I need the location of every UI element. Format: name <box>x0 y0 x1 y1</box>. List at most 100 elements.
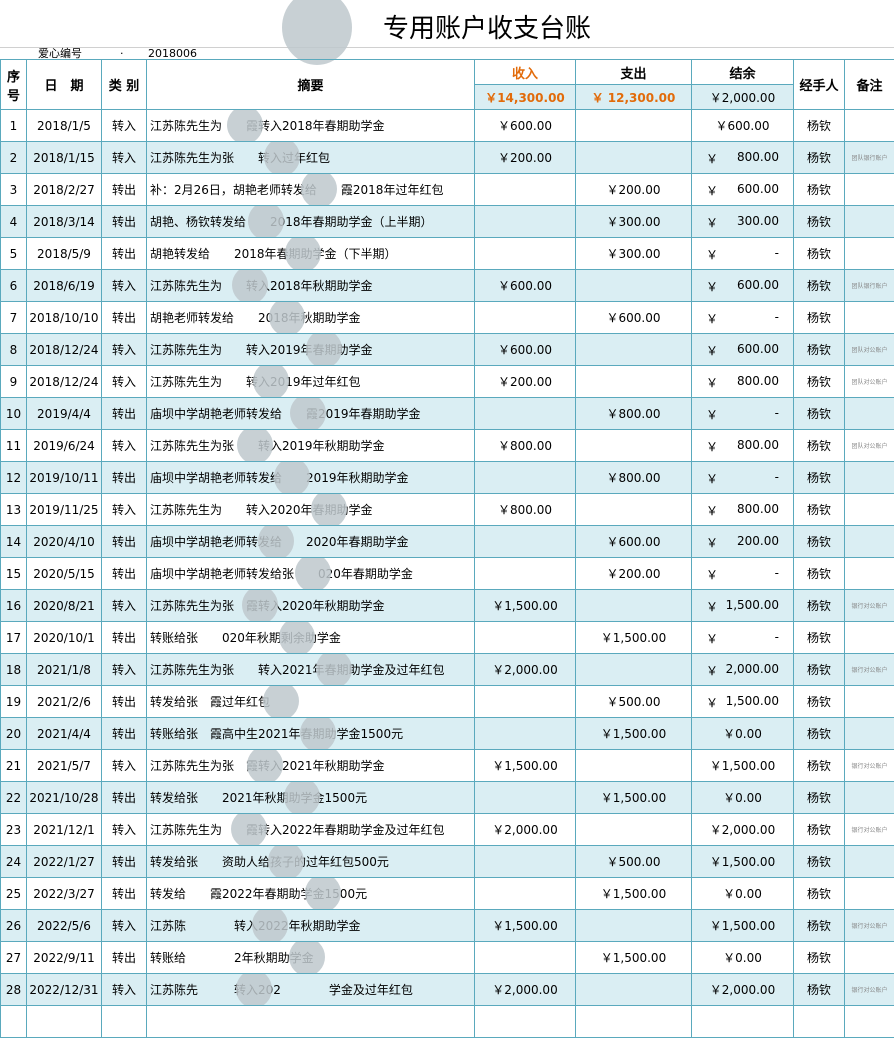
cell-summary[interactable]: 江苏陈先生为 转入2020年春期助学金 <box>146 493 475 526</box>
cell-expense[interactable]: ￥200.00 <box>575 173 692 206</box>
cell-note[interactable] <box>844 621 894 654</box>
cell-no[interactable]: 7 <box>0 301 27 334</box>
cell-income[interactable] <box>474 621 576 654</box>
cell-balance[interactable]: ￥ - <box>691 461 794 494</box>
cell-type[interactable]: 转出 <box>101 237 147 270</box>
cell-balance[interactable]: ￥ - <box>691 557 794 590</box>
cell-handler[interactable]: 杨钦 <box>793 941 845 974</box>
cell-handler[interactable]: 杨钦 <box>793 109 845 142</box>
cell-handler[interactable]: 杨钦 <box>793 269 845 302</box>
cell-balance[interactable]: ￥0.00 <box>691 781 794 814</box>
cell-summary[interactable]: 庙坝中学胡艳老师转发给张 020年春期助学金 <box>146 557 475 590</box>
cell-note[interactable] <box>844 237 894 270</box>
cell-no[interactable]: 13 <box>0 493 27 526</box>
cell-no[interactable]: 2 <box>0 141 27 174</box>
cell-type[interactable]: 转入 <box>101 429 147 462</box>
cell-type[interactable]: 转入 <box>101 589 147 622</box>
cell-note[interactable] <box>844 717 894 750</box>
cell-balance[interactable]: ￥2,000.00 <box>691 973 794 1006</box>
cell-type[interactable]: 转出 <box>101 301 147 334</box>
cell-summary[interactable]: 江苏陈先生为 霞转入2018年春期助学金 <box>146 109 475 142</box>
cell-handler[interactable]: 杨钦 <box>793 557 845 590</box>
cell-expense[interactable]: ￥800.00 <box>575 397 692 430</box>
cell-type[interactable]: 转入 <box>101 109 147 142</box>
cell-note[interactable]: 银行对公账户 <box>844 653 894 686</box>
cell-balance[interactable]: ￥ 800.00 <box>691 141 794 174</box>
cell-no[interactable]: 20 <box>0 717 27 750</box>
cell-expense[interactable] <box>575 653 692 686</box>
cell-note[interactable] <box>844 173 894 206</box>
cell-summary[interactable]: 江苏陈先生为张 霞转入2021年秋期助学金 <box>146 749 475 782</box>
cell-income[interactable]: ￥2,000.00 <box>474 973 576 1006</box>
cell-summary[interactable]: 江苏陈先 转入202 学金及过年红包 <box>146 973 475 1006</box>
cell-no[interactable]: 21 <box>0 749 27 782</box>
cell-date[interactable]: 2021/10/28 <box>26 781 102 814</box>
cell-balance[interactable]: ￥ - <box>691 621 794 654</box>
cell-expense[interactable]: ￥800.00 <box>575 461 692 494</box>
cell-expense[interactable] <box>575 749 692 782</box>
cell-no[interactable]: 8 <box>0 333 27 366</box>
cell-income[interactable] <box>474 205 576 238</box>
cell-date[interactable]: 2018/3/14 <box>26 205 102 238</box>
cell-expense[interactable] <box>575 141 692 174</box>
cell-type[interactable]: 转入 <box>101 141 147 174</box>
cell-no[interactable]: 1 <box>0 109 27 142</box>
cell-handler[interactable]: 杨钦 <box>793 909 845 942</box>
cell-note[interactable] <box>844 781 894 814</box>
cell-handler[interactable]: 杨钦 <box>793 493 845 526</box>
cell-no[interactable]: 27 <box>0 941 27 974</box>
cell-no[interactable]: 15 <box>0 557 27 590</box>
cell-note[interactable] <box>844 109 894 142</box>
cell-handler[interactable]: 杨钦 <box>793 205 845 238</box>
cell-date[interactable]: 2018/1/15 <box>26 141 102 174</box>
cell-handler[interactable]: 杨钦 <box>793 237 845 270</box>
cell-expense[interactable]: ￥1,500.00 <box>575 717 692 750</box>
cell-expense[interactable] <box>575 365 692 398</box>
cell-balance[interactable]: ￥600.00 <box>691 269 794 302</box>
cell-expense[interactable]: ￥1,500.00 <box>575 941 692 974</box>
cell-handler[interactable]: 杨钦 <box>793 781 845 814</box>
cell-note[interactable] <box>844 301 894 334</box>
cell-note[interactable] <box>844 461 894 494</box>
cell-balance[interactable]: ￥ - <box>691 237 794 270</box>
cell-balance[interactable]: ￥ 800.00 <box>691 493 794 526</box>
cell-no[interactable]: 10 <box>0 397 27 430</box>
cell-no[interactable]: 14 <box>0 525 27 558</box>
cell-balance[interactable]: ￥ 200.00 <box>691 525 794 558</box>
cell-summary[interactable]: 转发给张 资助人给孩子的过年红包500元 <box>146 845 475 878</box>
cell-type[interactable]: 转出 <box>101 685 147 718</box>
cell-no[interactable]: 19 <box>0 685 27 718</box>
cell-type[interactable]: 转入 <box>101 365 147 398</box>
cell-note[interactable] <box>844 205 894 238</box>
cell-empty[interactable] <box>844 1005 894 1038</box>
cell-date[interactable]: 2022/1/27 <box>26 845 102 878</box>
cell-type[interactable]: 转出 <box>101 205 147 238</box>
cell-no[interactable]: 5 <box>0 237 27 270</box>
cell-balance[interactable]: ￥1,500.00 <box>691 909 794 942</box>
cell-handler[interactable]: 杨钦 <box>793 621 845 654</box>
cell-no[interactable]: 4 <box>0 205 27 238</box>
cell-date[interactable]: 2019/11/25 <box>26 493 102 526</box>
cell-balance[interactable]: ￥ 800.00 <box>691 429 794 462</box>
cell-type[interactable]: 转出 <box>101 557 147 590</box>
cell-type[interactable]: 转出 <box>101 621 147 654</box>
cell-expense[interactable] <box>575 973 692 1006</box>
cell-balance[interactable]: ￥ 800.00 <box>691 365 794 398</box>
cell-income[interactable]: ￥2,000.00 <box>474 813 576 846</box>
cell-summary[interactable]: 胡艳老师转发给 2018年秋期助学金 <box>146 301 475 334</box>
cell-date[interactable]: 2018/2/27 <box>26 173 102 206</box>
cell-summary[interactable]: 庙坝中学胡艳老师转发给 霞2019年春期助学金 <box>146 397 475 430</box>
cell-balance[interactable]: ￥600.00 <box>691 109 794 142</box>
cell-date[interactable]: 2018/12/24 <box>26 333 102 366</box>
cell-income[interactable]: ￥1,500.00 <box>474 909 576 942</box>
cell-handler[interactable]: 杨钦 <box>793 397 845 430</box>
cell-note[interactable] <box>844 557 894 590</box>
cell-no[interactable]: 18 <box>0 653 27 686</box>
cell-income[interactable] <box>474 685 576 718</box>
cell-note[interactable]: 团队对公账户 <box>844 429 894 462</box>
cell-income[interactable] <box>474 461 576 494</box>
cell-note[interactable] <box>844 685 894 718</box>
cell-handler[interactable]: 杨钦 <box>793 653 845 686</box>
cell-balance[interactable]: ￥ 300.00 <box>691 205 794 238</box>
cell-summary[interactable]: 江苏陈先生为张 转入2021年春期助学金及过年红包 <box>146 653 475 686</box>
